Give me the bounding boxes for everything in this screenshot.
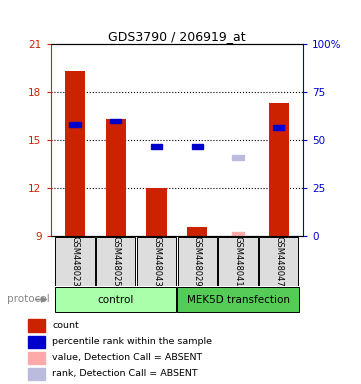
Text: value, Detection Call = ABSENT: value, Detection Call = ABSENT bbox=[52, 353, 203, 362]
Bar bbox=[146, 188, 167, 236]
Bar bbox=[273, 125, 284, 130]
Bar bbox=[192, 144, 203, 149]
Bar bbox=[269, 103, 289, 236]
Bar bbox=[151, 144, 162, 149]
Bar bbox=[105, 119, 126, 236]
Bar bbox=[232, 156, 244, 160]
Bar bbox=[28, 319, 45, 332]
Text: GSM448025: GSM448025 bbox=[111, 236, 120, 286]
FancyBboxPatch shape bbox=[259, 237, 298, 286]
FancyBboxPatch shape bbox=[96, 237, 135, 286]
Bar bbox=[232, 232, 244, 237]
FancyBboxPatch shape bbox=[218, 237, 258, 286]
Bar bbox=[28, 352, 45, 364]
Text: rank, Detection Call = ABSENT: rank, Detection Call = ABSENT bbox=[52, 369, 198, 378]
Text: MEK5D transfection: MEK5D transfection bbox=[187, 295, 290, 305]
Title: GDS3790 / 206919_at: GDS3790 / 206919_at bbox=[108, 30, 246, 43]
Bar bbox=[65, 71, 85, 236]
FancyBboxPatch shape bbox=[178, 237, 217, 286]
FancyBboxPatch shape bbox=[177, 287, 299, 312]
Text: GSM448041: GSM448041 bbox=[234, 236, 243, 286]
Text: GSM448029: GSM448029 bbox=[193, 236, 202, 286]
Text: GSM448023: GSM448023 bbox=[70, 236, 79, 286]
Bar bbox=[110, 119, 121, 123]
FancyBboxPatch shape bbox=[55, 287, 177, 312]
Text: GSM448047: GSM448047 bbox=[274, 236, 283, 286]
Text: control: control bbox=[97, 295, 134, 305]
Text: count: count bbox=[52, 321, 79, 330]
Bar bbox=[28, 336, 45, 348]
Bar bbox=[28, 368, 45, 380]
Text: protocol: protocol bbox=[7, 294, 50, 304]
Text: percentile rank within the sample: percentile rank within the sample bbox=[52, 337, 212, 346]
FancyBboxPatch shape bbox=[137, 237, 176, 286]
FancyBboxPatch shape bbox=[56, 237, 95, 286]
Text: GSM448043: GSM448043 bbox=[152, 236, 161, 286]
Bar bbox=[187, 227, 208, 236]
Bar bbox=[69, 122, 81, 127]
